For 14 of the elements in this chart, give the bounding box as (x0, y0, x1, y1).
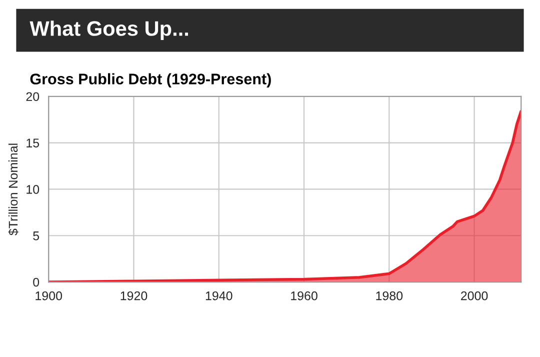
y-tick-label: 0 (33, 278, 40, 287)
y-tick-label: 5 (33, 232, 40, 240)
x-tick-label: 1900 (36, 291, 62, 300)
y-tick-label: 15 (26, 138, 40, 148)
x-tick-label: 1960 (291, 291, 318, 300)
x-tick-label: 1940 (206, 291, 232, 300)
x-tick-label: 1920 (120, 291, 148, 300)
x-tick-label: 1980 (376, 291, 403, 300)
y-tick-label: 20 (26, 92, 40, 102)
y-tick-label: 10 (26, 185, 40, 194)
chart-subtitle: Gross Public Debt (1929-Present) (30, 73, 271, 88)
x-tick-label: 2000 (461, 291, 488, 300)
chart-title: What Goes Up... (30, 20, 188, 40)
y-axis-title: $Trillion Nominal (8, 144, 18, 236)
